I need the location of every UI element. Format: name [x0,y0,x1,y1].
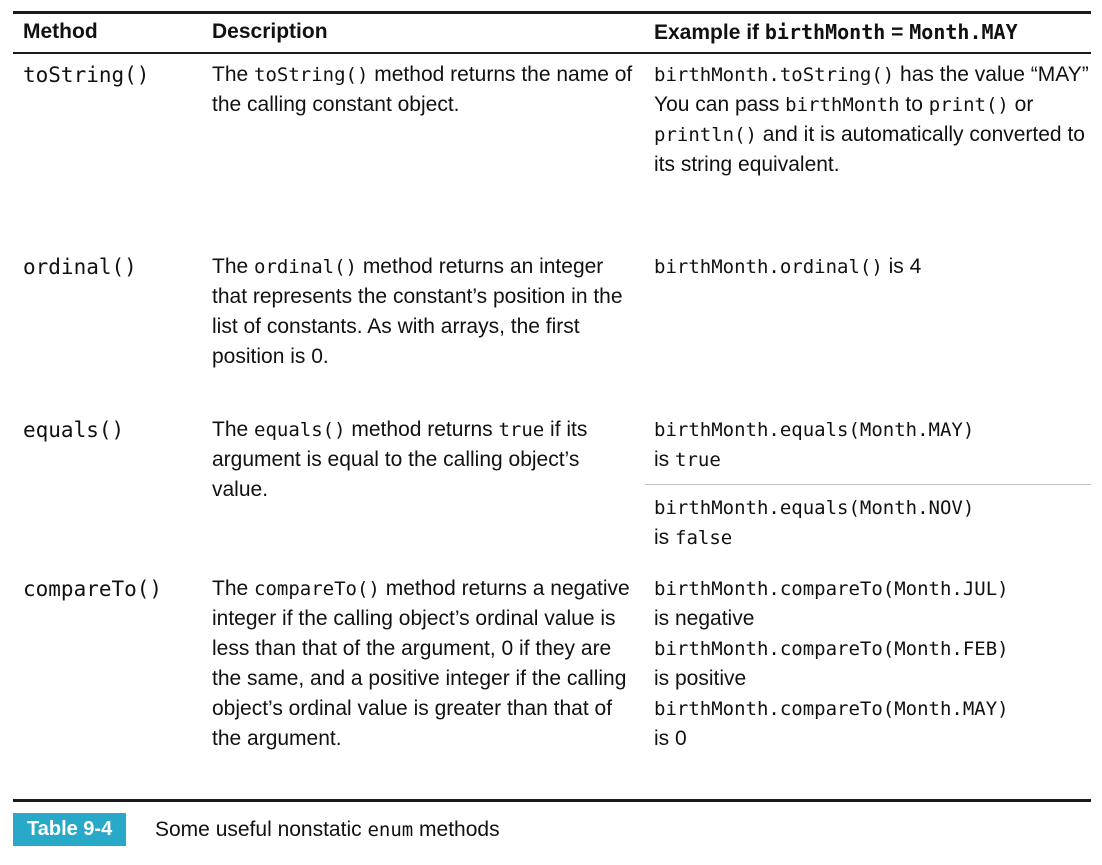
example-text: is 4 [882,255,922,278]
table-bottom-rule [13,799,1091,802]
example-line: is 0 [654,724,1094,754]
row-equals-example-2: birthMonth.equals(Month.NOV) is false [654,493,1094,553]
row-equals-example-1: birthMonth.equals(Month.MAY) is true [654,415,1094,475]
desc-code: true [498,419,545,441]
example-code: true [675,449,721,471]
example-line: is positive [654,664,1094,694]
header-example: Example if birthMonth = Month.MAY [654,19,1018,46]
example-divider [645,484,1091,485]
header-example-val: Month.MAY [909,20,1018,44]
header-example-prefix: Example if [654,21,760,44]
row-ordinal-example: birthMonth.ordinal() is 4 [654,252,1094,282]
desc-code: ordinal() [254,256,357,278]
row-compareto-example: birthMonth.compareTo(Month.JUL) is negat… [654,574,1094,754]
example-line: birthMonth.compareTo(Month.JUL) [654,574,1094,604]
desc-text: The [212,577,255,600]
header-example-var: birthMonth [764,20,886,44]
example-text: or [1008,93,1034,116]
example-line: is true [654,445,1094,475]
example-code: birthMonth.compareTo(Month.JUL) [654,578,1009,600]
example-code: print() [928,94,1009,116]
example-text: is negative [654,607,755,630]
row-ordinal-method: ordinal() [23,255,137,279]
example-code: birthMonth.compareTo(Month.MAY) [654,698,1009,720]
example-text: You can pass [654,93,786,116]
desc-text: if its argument is equal to the calling … [212,418,588,501]
example-text: has the value “MAY” [894,63,1089,86]
desc-code: compareTo() [254,578,380,600]
example-line: birthMonth.toString() has the value “MAY… [654,60,1094,90]
example-code: birthMonth.ordinal() [654,256,883,278]
example-code: birthMonth.equals(Month.MAY) [654,419,975,441]
desc-text: method returns an integer that represent… [212,255,623,368]
row-compareto-description: The compareTo() method returns a negativ… [212,574,637,754]
example-line: is negative [654,604,1094,634]
example-text: and it is automatically converted to its… [654,123,1085,176]
row-tostring-example: birthMonth.toString() has the value “MAY… [654,60,1094,180]
desc-text: The [212,418,255,441]
example-line: is false [654,523,1094,553]
example-line: birthMonth.equals(Month.MAY) [654,415,1094,445]
example-code: false [675,527,733,549]
header-method: Method [23,20,98,43]
caption-text: methods [413,818,500,841]
header-description: Description [212,20,328,43]
desc-code: equals() [254,419,346,441]
example-text: is [654,526,675,549]
example-line: You can pass birthMonth to print() or pr… [654,90,1094,180]
row-tostring-method: toString() [23,63,150,87]
header-example-eq: = [891,21,904,44]
example-text: to [899,93,929,116]
example-code: birthMonth [785,94,900,116]
example-code: birthMonth.compareTo(Month.FEB) [654,638,1009,660]
example-text: is 0 [654,727,687,750]
desc-text: method returns the name of the calling c… [212,63,633,116]
example-line: birthMonth.equals(Month.NOV) [654,493,1094,523]
example-code: println() [654,124,757,146]
table-top-rule [13,11,1091,14]
desc-text: method returns a negative integer if the… [212,577,630,750]
row-equals-description: The equals() method returns true if its … [212,415,637,505]
row-tostring-description: The toString() method returns the name o… [212,60,637,120]
caption-code: enum [367,819,414,841]
table-caption-text: Some useful nonstatic enum methods [155,813,500,846]
example-code: birthMonth.equals(Month.NOV) [654,497,975,519]
example-line: birthMonth.compareTo(Month.MAY) [654,694,1094,724]
desc-text: The [212,255,255,278]
row-ordinal-description: The ordinal() method returns an integer … [212,252,637,372]
example-line: birthMonth.compareTo(Month.FEB) [654,634,1094,664]
desc-text: The [212,63,255,86]
row-compareto-method: compareTo() [23,577,163,601]
example-text: is positive [654,667,747,690]
table-header-rule [13,52,1091,54]
desc-text: method returns [345,418,499,441]
desc-code: toString() [254,64,369,86]
table-caption-label: Table 9-4 [13,813,126,846]
example-code: birthMonth.toString() [654,64,895,86]
example-text: is [654,448,675,471]
row-equals-method: equals() [23,418,125,442]
caption-text: Some useful nonstatic [155,818,368,841]
